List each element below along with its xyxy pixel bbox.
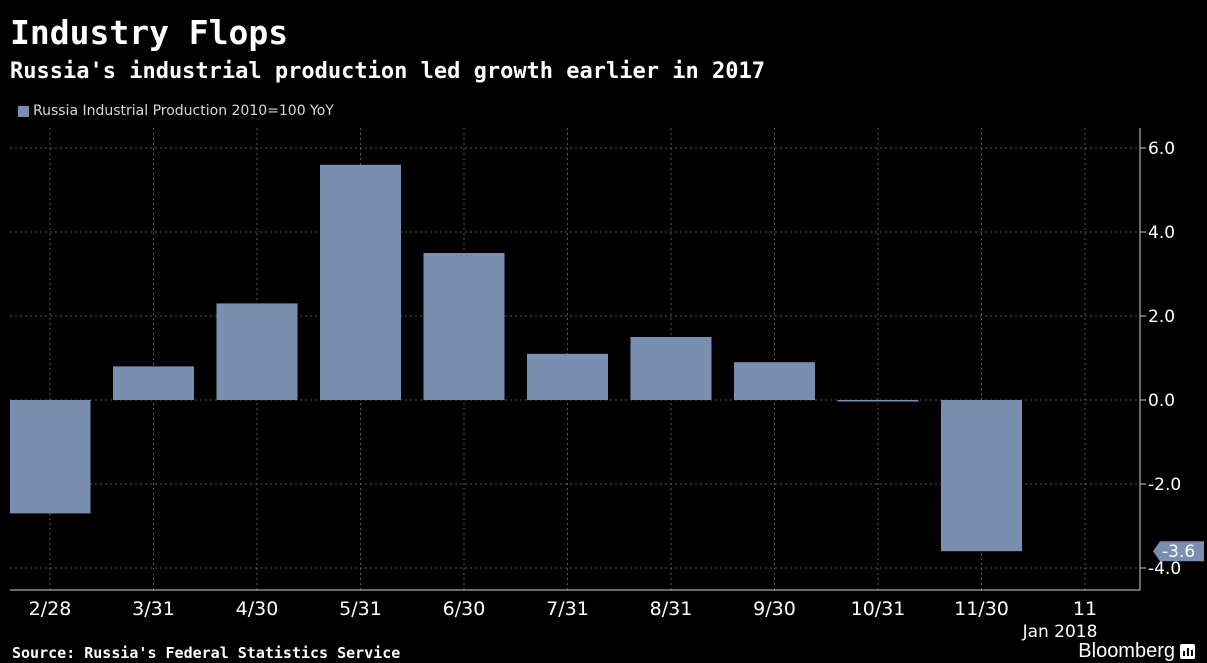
bar [527, 353, 608, 400]
x-tick-label: 11/30 [954, 598, 1009, 620]
bar [941, 400, 1022, 552]
x-tick-sublabel: Jan 2018 [1022, 622, 1098, 642]
y-tick-label: -2.0 [1148, 475, 1181, 495]
x-tick-label: 11 [1073, 598, 1097, 620]
x-tick-label: 6/30 [443, 598, 486, 620]
bar [630, 337, 712, 400]
x-tick-label: 4/30 [236, 598, 279, 620]
bloomberg-chart-icon [1180, 643, 1195, 659]
source-note: Source: Russia's Federal Statistics Serv… [12, 644, 401, 662]
x-tick-label: 3/31 [132, 598, 175, 620]
bar [113, 366, 194, 400]
bar [734, 362, 815, 400]
x-tick-label: 7/31 [546, 598, 589, 620]
legend-label: Russia Industrial Production 2010=100 Yo… [33, 103, 334, 119]
bar [320, 164, 401, 400]
last-value-callout [1153, 541, 1204, 562]
x-tick-label: 2/28 [29, 598, 72, 620]
chart-title: Industry Flops [10, 13, 289, 52]
y-tick-label: 6.0 [1148, 139, 1175, 159]
y-tick-label: 4.0 [1148, 223, 1175, 243]
last-value-label: -3.6 [1162, 542, 1195, 562]
bar [10, 400, 91, 514]
y-tick-label: 2.0 [1148, 307, 1175, 327]
bar [423, 253, 505, 400]
x-tick-label: 9/30 [753, 598, 796, 620]
brand-logo: Bloomberg [1078, 640, 1195, 662]
legend: Russia Industrial Production 2010=100 Yo… [18, 102, 334, 120]
x-tick-label: 5/31 [339, 598, 382, 620]
brand-name: Bloomberg [1078, 640, 1175, 662]
bar [216, 303, 298, 400]
legend-swatch [18, 105, 29, 117]
chart-subtitle: Russia's industrial production led growt… [10, 59, 765, 84]
y-tick-label: 0.0 [1148, 391, 1175, 411]
bar [837, 400, 919, 402]
x-tick-label: 8/31 [650, 598, 693, 620]
y-tick-label: -4.0 [1148, 559, 1181, 579]
x-tick-label: 10/31 [851, 598, 906, 620]
